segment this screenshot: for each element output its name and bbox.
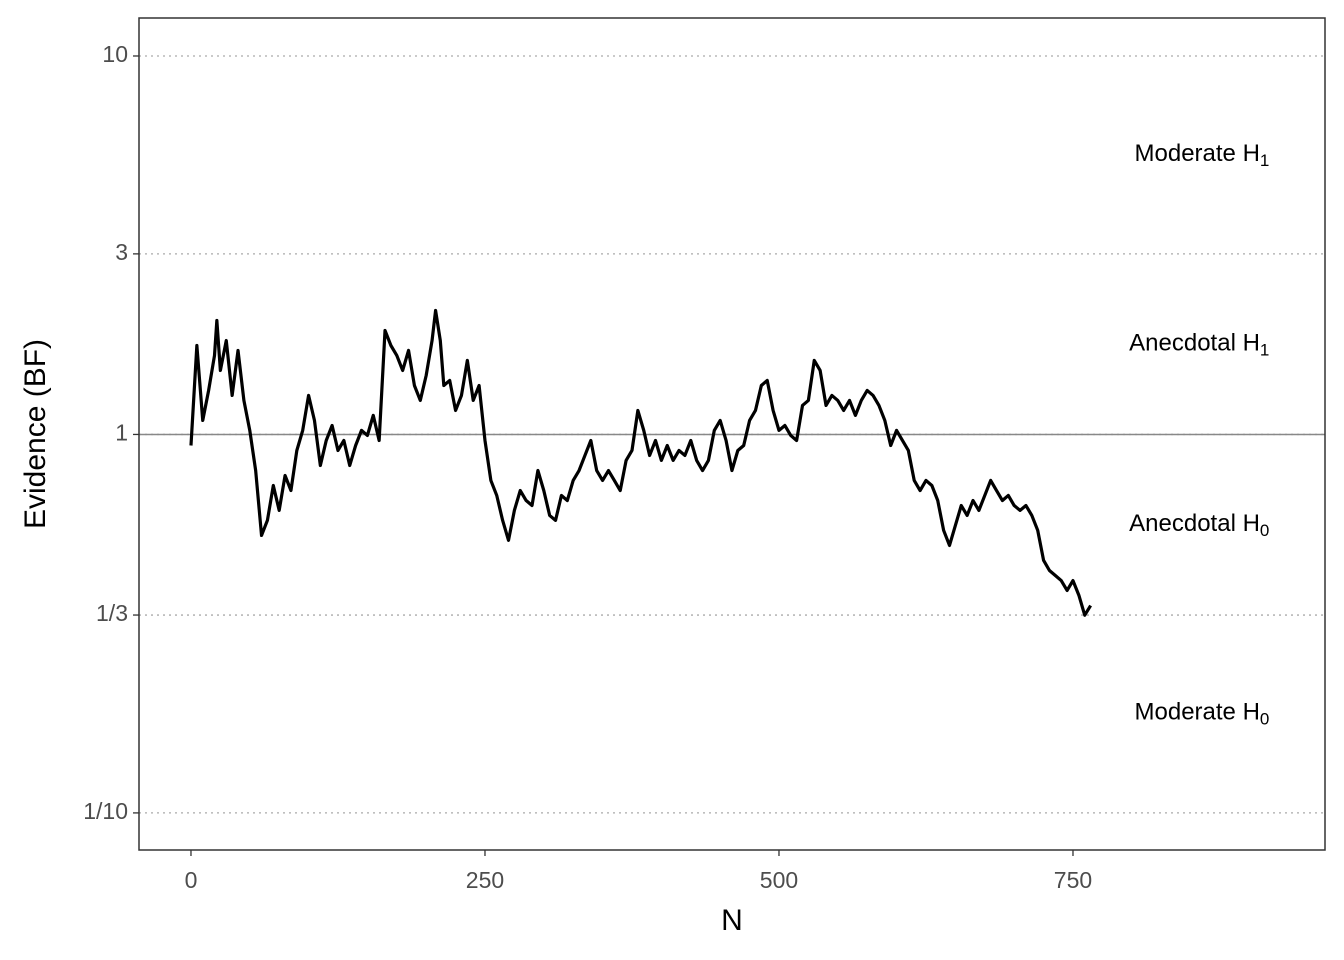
annotation-subscript: 1 [1260, 341, 1269, 360]
annotation-text: Anecdotal H [1129, 330, 1260, 357]
y-tick-label: 10 [102, 41, 128, 67]
y-tick-label: 1/3 [96, 600, 128, 626]
annotation-text: Moderate H [1135, 699, 1260, 726]
data-line [189, 308, 1092, 617]
x-tick-label: 500 [760, 867, 798, 893]
x-tick-label: 0 [185, 867, 198, 893]
x-tick-label: 750 [1054, 867, 1092, 893]
annotation: Anecdotal H0 [1129, 510, 1269, 540]
annotation-text: Anecdotal H [1129, 510, 1260, 537]
panel-border [138, 17, 1326, 851]
annotation-subscript: 1 [1260, 152, 1269, 171]
y-axis-title: Evidence (BF) [19, 339, 52, 529]
y-tick-label: 1 [115, 420, 128, 446]
y-tick-label: 3 [115, 239, 128, 265]
annotation: Moderate H1 [1135, 140, 1270, 170]
y-tick-label: 1/10 [83, 798, 128, 824]
annotation-subscript: 0 [1260, 710, 1269, 729]
annotation-text: Moderate H [1135, 140, 1260, 167]
x-tick-label: 250 [466, 867, 504, 893]
x-axis-title: N [721, 904, 743, 937]
annotation-subscript: 0 [1260, 521, 1269, 540]
annotation: Anecdotal H1 [1129, 330, 1269, 360]
annotation: Moderate H0 [1135, 699, 1270, 729]
